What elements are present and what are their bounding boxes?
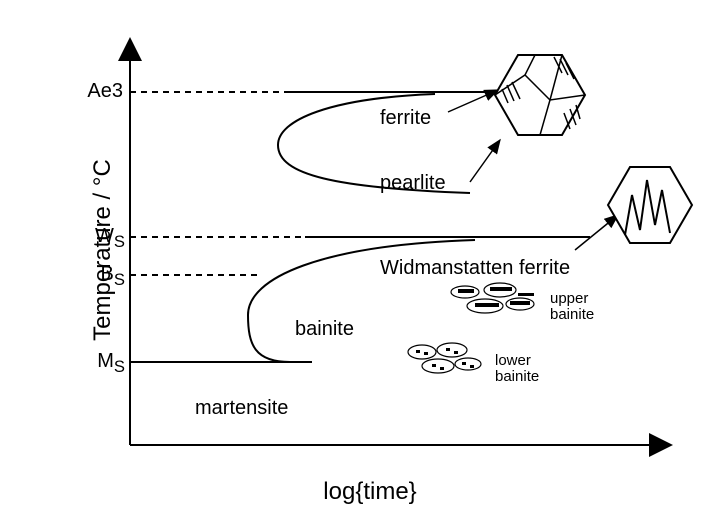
- diagram-svg: [0, 0, 720, 523]
- hexagon-ferrite-pearlite-icon: [495, 55, 585, 135]
- hexagon-widmanstatten-icon: [608, 167, 692, 243]
- arrow-widmanstatten: [575, 215, 618, 250]
- arrow-pearlite: [470, 140, 500, 182]
- ttt-diagram: Temperature / °C log{time} Ae3 WS BS MS …: [0, 0, 720, 523]
- upper-bainite-icon: [451, 283, 534, 313]
- c-curve-ferrite-pearlite: [278, 94, 470, 193]
- c-curve-bainite: [248, 240, 475, 362]
- arrow-ferrite: [448, 90, 498, 112]
- lower-bainite-icon: [408, 343, 481, 373]
